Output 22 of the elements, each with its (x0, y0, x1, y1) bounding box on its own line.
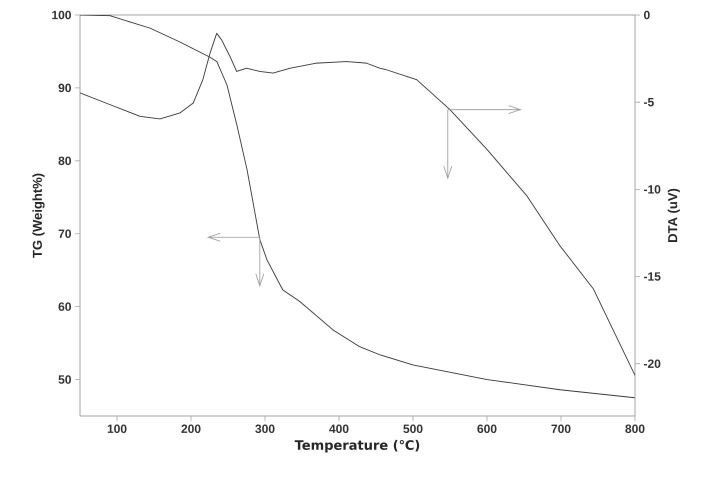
y-tick-label: 70 (58, 229, 71, 238)
y-tick-label: 60 (58, 302, 71, 311)
y-tick-label: 90 (58, 84, 71, 92)
y-tick-label: 80 (58, 156, 71, 166)
y2-tick-label: -5 (644, 98, 654, 106)
y-tick-label: 50 (58, 375, 71, 384)
x-tick-label: 600 (477, 424, 497, 434)
x-tick-label: 200 (181, 424, 201, 434)
y2-tick-label: 0 (644, 10, 650, 20)
x-tick-label: 800 (625, 424, 644, 434)
y2-tick-label: -20 (644, 359, 660, 368)
y-axis-title: TG (Weight%) (32, 174, 45, 258)
x-tick-label: 300 (255, 424, 275, 434)
y2-tick-label: -10 (644, 185, 660, 194)
x-tick-label: 500 (403, 424, 423, 434)
y2-axis-title: DTA (uV) (668, 188, 680, 242)
x-tick-label: 400 (329, 424, 349, 434)
y2-tick-label: -15 (644, 272, 661, 281)
x-axis-title: Temperature (℃) (294, 440, 420, 452)
x-tick-label: 700 (552, 424, 571, 434)
x-tick-label: 100 (108, 424, 127, 434)
y-tick-label: 100 (52, 10, 71, 20)
